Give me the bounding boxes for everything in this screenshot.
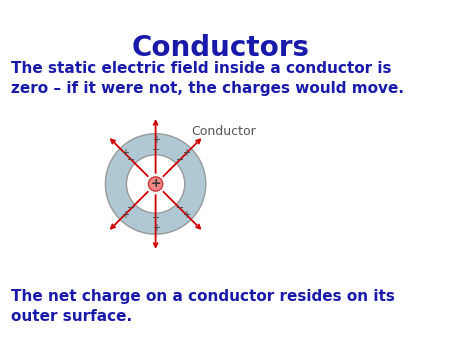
- Text: −: −: [152, 213, 160, 223]
- Text: The static electric field inside a conductor is
zero – if it were not, the charg: The static electric field inside a condu…: [11, 61, 404, 96]
- Text: +: +: [150, 178, 161, 191]
- Text: +: +: [152, 223, 160, 233]
- Text: −: −: [152, 144, 160, 154]
- Circle shape: [127, 155, 185, 213]
- Text: Conductors: Conductors: [131, 34, 310, 62]
- Text: +: +: [182, 148, 191, 158]
- Text: +: +: [121, 148, 129, 158]
- Text: +: +: [182, 210, 191, 220]
- Text: −: −: [176, 203, 184, 213]
- Text: +: +: [121, 210, 129, 220]
- Circle shape: [105, 134, 206, 234]
- Text: Conductor: Conductor: [191, 125, 255, 138]
- Text: The net charge on a conductor resides on its
outer surface.: The net charge on a conductor resides on…: [11, 289, 395, 324]
- Text: +: +: [152, 135, 160, 145]
- Text: −: −: [127, 155, 136, 165]
- Circle shape: [148, 177, 163, 191]
- Text: −: −: [176, 155, 184, 165]
- Text: −: −: [127, 203, 136, 213]
